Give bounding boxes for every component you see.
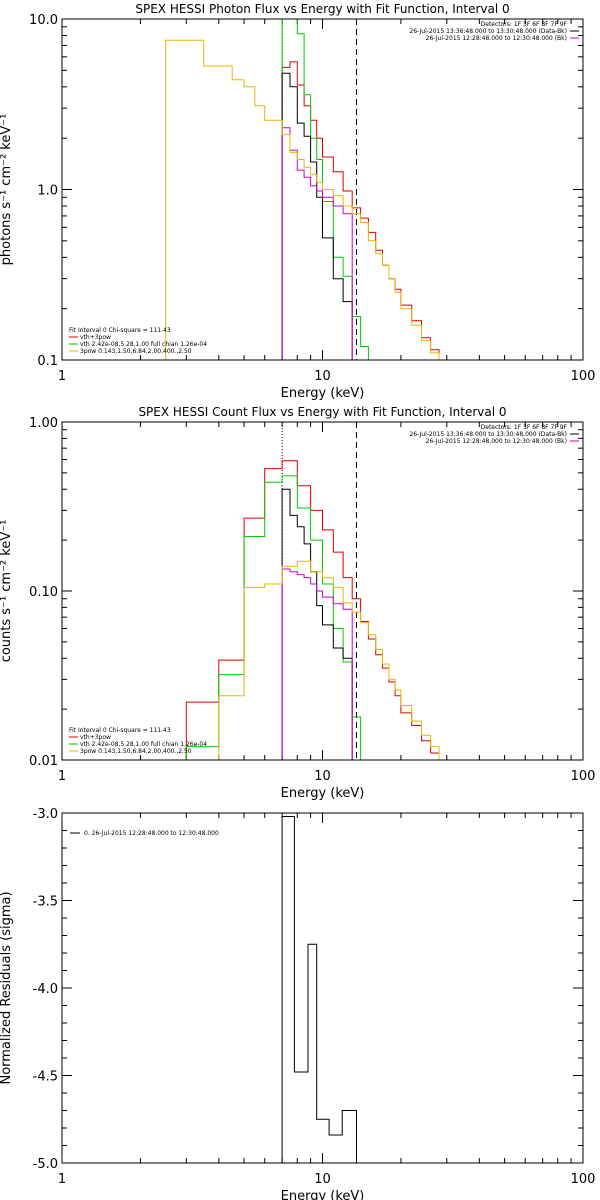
fit-legend-header: Fit Interval 0 Chi-square = 111.43 <box>69 727 171 734</box>
chart-title: SPEX HESSI Photon Flux vs Energy with Fi… <box>135 2 509 16</box>
legend-top-right-line: 26-Jul-2015 12:28:48.000 to 12:30:48.000… <box>426 438 567 445</box>
y-tick-label: 0.1 <box>37 354 58 369</box>
series-4-histogram <box>165 39 448 360</box>
series-3-histogram <box>281 568 353 760</box>
x-axis-label: Energy (keV) <box>281 1189 365 1200</box>
y-tick-label: -4.0 <box>33 982 58 997</box>
legend-top-right-line: 26-Jul-2015 13:36:48.000 to 13:30:48.000… <box>409 28 567 35</box>
x-tick-label: 10 <box>314 369 331 384</box>
x-axis-label: Energy (keV) <box>281 386 365 401</box>
fit-legend-entry: 3pow 0.143,1.50,6.84,2.00,400.,2.50 <box>80 748 192 755</box>
y-tick-label: 1.00 <box>29 416 58 431</box>
fit-legend-entry: vth+3pow <box>80 734 111 741</box>
chart-panel-2: SPEX HESSI Count Flux vs Energy with Fit… <box>0 405 596 801</box>
x-tick-label: 100 <box>571 1172 596 1187</box>
series-group <box>281 816 357 1163</box>
series-group <box>165 19 448 360</box>
y-tick-label: -4.5 <box>33 1070 58 1085</box>
series-4-histogram <box>218 560 448 760</box>
chart-panel-3: 1 10 100 -5.0 -4.5 -4.0 -3.5 -3.0 Energy (keV) No… <box>0 807 595 1200</box>
y-tick-label: 0.01 <box>29 754 58 769</box>
y-axis-label: Normalized Residuals (sigma) <box>0 891 14 1084</box>
series-0-histogram <box>281 816 357 1163</box>
y-axis-label: photons s⁻¹ cm⁻² keV⁻¹ <box>0 114 14 266</box>
x-tick-label: 1 <box>58 769 66 784</box>
series-1-histogram <box>281 19 369 360</box>
x-axis-label: Energy (keV) <box>281 786 365 801</box>
x-tick-label: 10 <box>314 769 331 784</box>
legend-top-right-line: 26-Jul-2015 13:36:48.000 to 13:30:48.000… <box>409 431 567 438</box>
series-group <box>185 460 448 760</box>
chart-title: SPEX HESSI Count Flux vs Energy with Fit… <box>138 405 506 419</box>
plot-frame <box>61 421 584 761</box>
y-tick-label: 1.0 <box>37 184 58 199</box>
series-3-histogram <box>281 127 353 360</box>
fit-legend-entry: vth+3pow <box>80 334 111 341</box>
residual-legend-entry: 0. 26-Jul-2015 12:28:48.000 to 12:30:48.… <box>84 830 219 837</box>
y-axis-label: counts s⁻¹ cm⁻² keV⁻¹ <box>0 520 14 663</box>
x-tick-label: 1 <box>58 1172 66 1187</box>
y-tick-label: -3.0 <box>33 807 58 822</box>
fit-legend-entry: 3pow 0.143,1.50,6.84,2.00,400.,2.50 <box>80 348 192 355</box>
x-tick-label: 1 <box>58 369 66 384</box>
y-tick-label: -3.5 <box>33 895 58 910</box>
legend-top-right-line: Detectors: 1F 3F 6F 8F 7F 9F <box>481 424 568 431</box>
fit-legend-entry: vth 2.42e-08,5.28,1.00 full chian 1.26e-… <box>80 741 207 748</box>
series-0-histogram <box>281 61 448 360</box>
legend-top-right-line: 26-Jul-2015 12:28:48.000 to 12:30:48.000… <box>426 35 567 42</box>
x-tick-label: 100 <box>571 369 596 384</box>
x-tick-label: 100 <box>571 769 596 784</box>
series-2-histogram <box>281 488 353 760</box>
y-tick-label: -5.0 <box>33 1157 58 1172</box>
fit-legend-header: Fit Interval 0 Chi-square = 111.43 <box>69 327 171 334</box>
series-1-histogram <box>185 475 369 760</box>
plot-frame <box>61 18 584 361</box>
chart-panel-1: SPEX HESSI Photon Flux vs Energy with Fi… <box>0 2 596 401</box>
x-tick-label: 10 <box>314 1172 331 1187</box>
y-tick-label: 10.0 <box>29 13 58 28</box>
series-2-histogram <box>281 72 353 360</box>
legend-top-right-line: Detectors: 1F 3F 6F 8F 7F 9F <box>481 21 568 28</box>
fit-legend-entry: vth 2.42e-08,5.28,1.00 full chian 1.26e-… <box>80 341 207 348</box>
y-tick-label: 0.10 <box>29 585 58 600</box>
plot-frame <box>61 812 584 1164</box>
